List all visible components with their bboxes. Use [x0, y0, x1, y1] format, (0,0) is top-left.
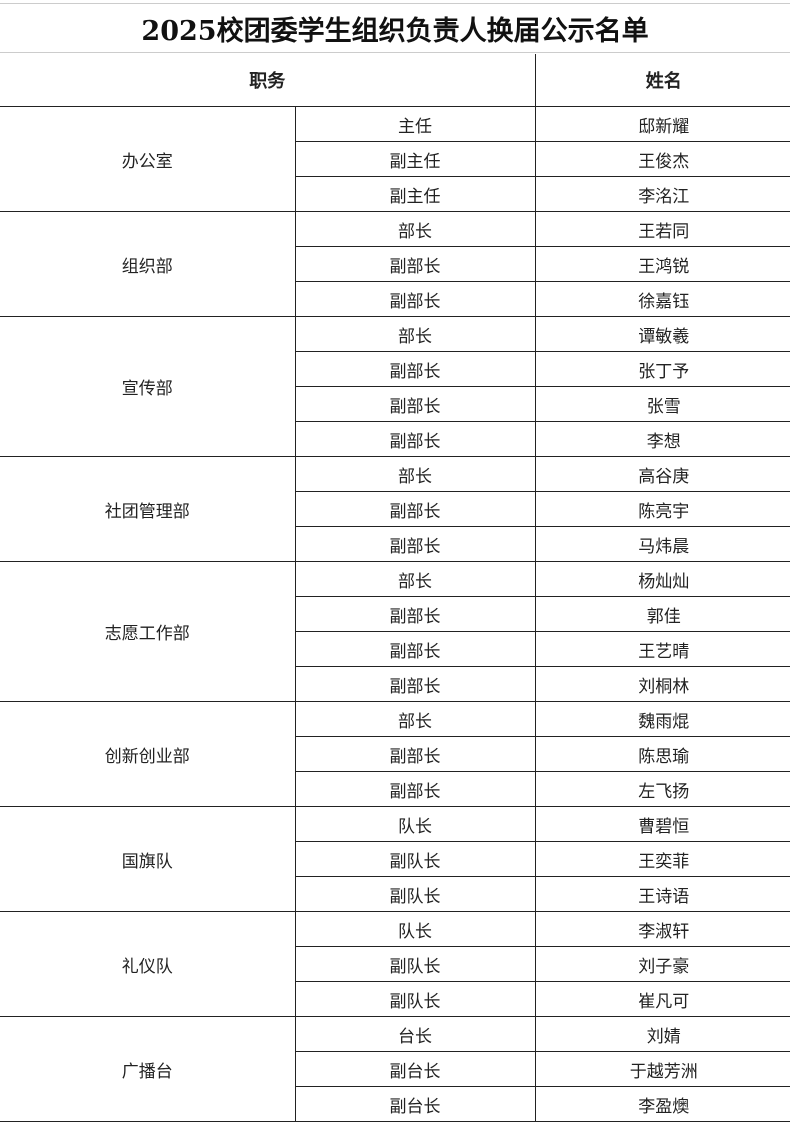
name-cell: 陈亮宇 — [534, 491, 790, 527]
table-row: 副部长 张丁予 — [0, 351, 790, 387]
header-name: 姓名 — [534, 54, 790, 107]
position-cell: 副台长 — [294, 1051, 536, 1087]
position-cell: 部长 — [294, 561, 536, 597]
name-cell: 王鸿锐 — [534, 246, 790, 282]
table-row: 国旗队 队长 曹碧恒 — [0, 806, 790, 912]
table-row: 志愿工作部 部长 杨灿灿 — [0, 561, 790, 702]
department-cell: 志愿工作部 — [0, 561, 296, 702]
position-cell: 副部长 — [294, 666, 536, 702]
position-cell: 部长 — [294, 316, 536, 352]
position-cell: 副部长 — [294, 771, 536, 807]
name-cell: 王奕菲 — [534, 841, 790, 877]
name-cell: 于越芳洲 — [534, 1051, 790, 1087]
name-cell: 徐嘉钰 — [534, 281, 790, 317]
name-cell: 李淑轩 — [534, 911, 790, 947]
table-row: 副台长 于越芳洲 — [0, 1051, 790, 1087]
name-cell: 王若同 — [534, 211, 790, 247]
department-cell: 组织部 — [0, 211, 296, 317]
name-cell: 杨灿灿 — [534, 561, 790, 597]
table-row: 宣传部 部长 谭敏羲 — [0, 316, 790, 457]
position-cell: 队长 — [294, 911, 536, 947]
position-cell: 副队长 — [294, 981, 536, 1017]
table-row: 礼仪队 队长 李淑轩 — [0, 911, 790, 1017]
table-row: 副部长 陈亮宇 — [0, 491, 790, 527]
position-cell: 副部长 — [294, 596, 536, 632]
name-cell: 左飞扬 — [534, 771, 790, 807]
table-row: 副队长 王诗语 — [0, 876, 790, 912]
table-row: 办公室 主任 邸新耀 — [0, 106, 790, 212]
name-cell: 曹碧恒 — [534, 806, 790, 842]
position-cell: 台长 — [294, 1016, 536, 1052]
position-cell: 副部长 — [294, 736, 536, 772]
position-cell: 副部长 — [294, 281, 536, 317]
name-cell: 张丁予 — [534, 351, 790, 387]
department-cell: 国旗队 — [0, 806, 296, 912]
department-cell: 社团管理部 — [0, 456, 296, 562]
name-cell: 刘子豪 — [534, 946, 790, 982]
table-row: 创新创业部 部长 魏雨焜 — [0, 701, 790, 807]
table-row: 副部长 李想 — [0, 421, 790, 457]
position-cell: 主任 — [294, 106, 536, 142]
name-cell: 李想 — [534, 421, 790, 457]
name-cell: 谭敏羲 — [534, 316, 790, 352]
name-cell: 邸新耀 — [534, 106, 790, 142]
table-row: 副台长 李盈燠 — [0, 1086, 790, 1122]
table-row: 副部长 徐嘉钰 — [0, 281, 790, 317]
table-row: 副队长 王奕菲 — [0, 841, 790, 877]
table-row: 社团管理部 部长 高谷庚 — [0, 456, 790, 562]
position-cell: 副台长 — [294, 1086, 536, 1122]
position-cell: 部长 — [294, 456, 536, 492]
position-cell: 队长 — [294, 806, 536, 842]
department-cell: 礼仪队 — [0, 911, 296, 1017]
table-row: 副主任 王俊杰 — [0, 141, 790, 177]
table-row: 广播台 台长 刘婧 — [0, 1016, 790, 1122]
position-cell: 部长 — [294, 211, 536, 247]
position-cell: 副队长 — [294, 876, 536, 912]
header-position: 职务 — [0, 54, 536, 107]
position-cell: 副主任 — [294, 176, 536, 212]
table-row: 副部长 王鸿锐 — [0, 246, 790, 282]
roster-table: 职务 姓名 办公室 主任 邸新耀 副主任 王俊杰 副主任 李洺江 组织部 部长 王若同 副部长 王鸿锐… — [0, 54, 790, 1122]
position-cell: 副部长 — [294, 526, 536, 562]
name-cell: 郭佳 — [534, 596, 790, 632]
name-cell: 王俊杰 — [534, 141, 790, 177]
position-cell: 部长 — [294, 701, 536, 737]
department-cell: 宣传部 — [0, 316, 296, 457]
name-cell: 王诗语 — [534, 876, 790, 912]
department-cell: 广播台 — [0, 1016, 296, 1122]
department-cell: 办公室 — [0, 106, 296, 212]
name-cell: 刘桐林 — [534, 666, 790, 702]
department-cell: 创新创业部 — [0, 701, 296, 807]
name-cell: 刘婧 — [534, 1016, 790, 1052]
table-row: 副部长 马炜晨 — [0, 526, 790, 562]
header-row: 职务 姓名 — [0, 54, 790, 107]
position-cell: 副部长 — [294, 386, 536, 422]
page-title: 2025校团委学生组织负责人换届公示名单 — [0, 3, 790, 53]
name-cell: 李盈燠 — [534, 1086, 790, 1122]
name-cell: 崔凡可 — [534, 981, 790, 1017]
position-cell: 副部长 — [294, 421, 536, 457]
position-cell: 副队长 — [294, 946, 536, 982]
name-cell: 高谷庚 — [534, 456, 790, 492]
name-cell: 李洺江 — [534, 176, 790, 212]
position-cell: 副队长 — [294, 841, 536, 877]
table-row: 副部长 张雪 — [0, 386, 790, 422]
position-cell: 副部长 — [294, 351, 536, 387]
position-cell: 副部长 — [294, 631, 536, 667]
name-cell: 马炜晨 — [534, 526, 790, 562]
table-row: 副部长 郭佳 — [0, 596, 790, 632]
position-cell: 副主任 — [294, 141, 536, 177]
table-row: 组织部 部长 王若同 — [0, 211, 790, 317]
position-cell: 副部长 — [294, 491, 536, 527]
position-cell: 副部长 — [294, 246, 536, 282]
name-cell: 魏雨焜 — [534, 701, 790, 737]
name-cell: 陈思瑜 — [534, 736, 790, 772]
name-cell: 张雪 — [534, 386, 790, 422]
name-cell: 王艺晴 — [534, 631, 790, 667]
